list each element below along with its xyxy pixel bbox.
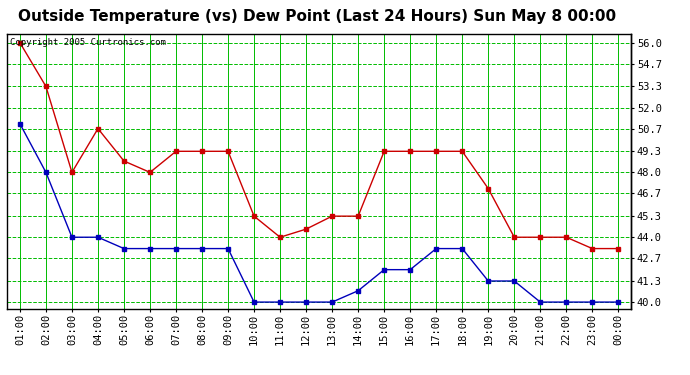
Text: Copyright 2005 Curtronics.com: Copyright 2005 Curtronics.com — [10, 38, 166, 47]
Text: Outside Temperature (vs) Dew Point (Last 24 Hours) Sun May 8 00:00: Outside Temperature (vs) Dew Point (Last… — [19, 9, 616, 24]
